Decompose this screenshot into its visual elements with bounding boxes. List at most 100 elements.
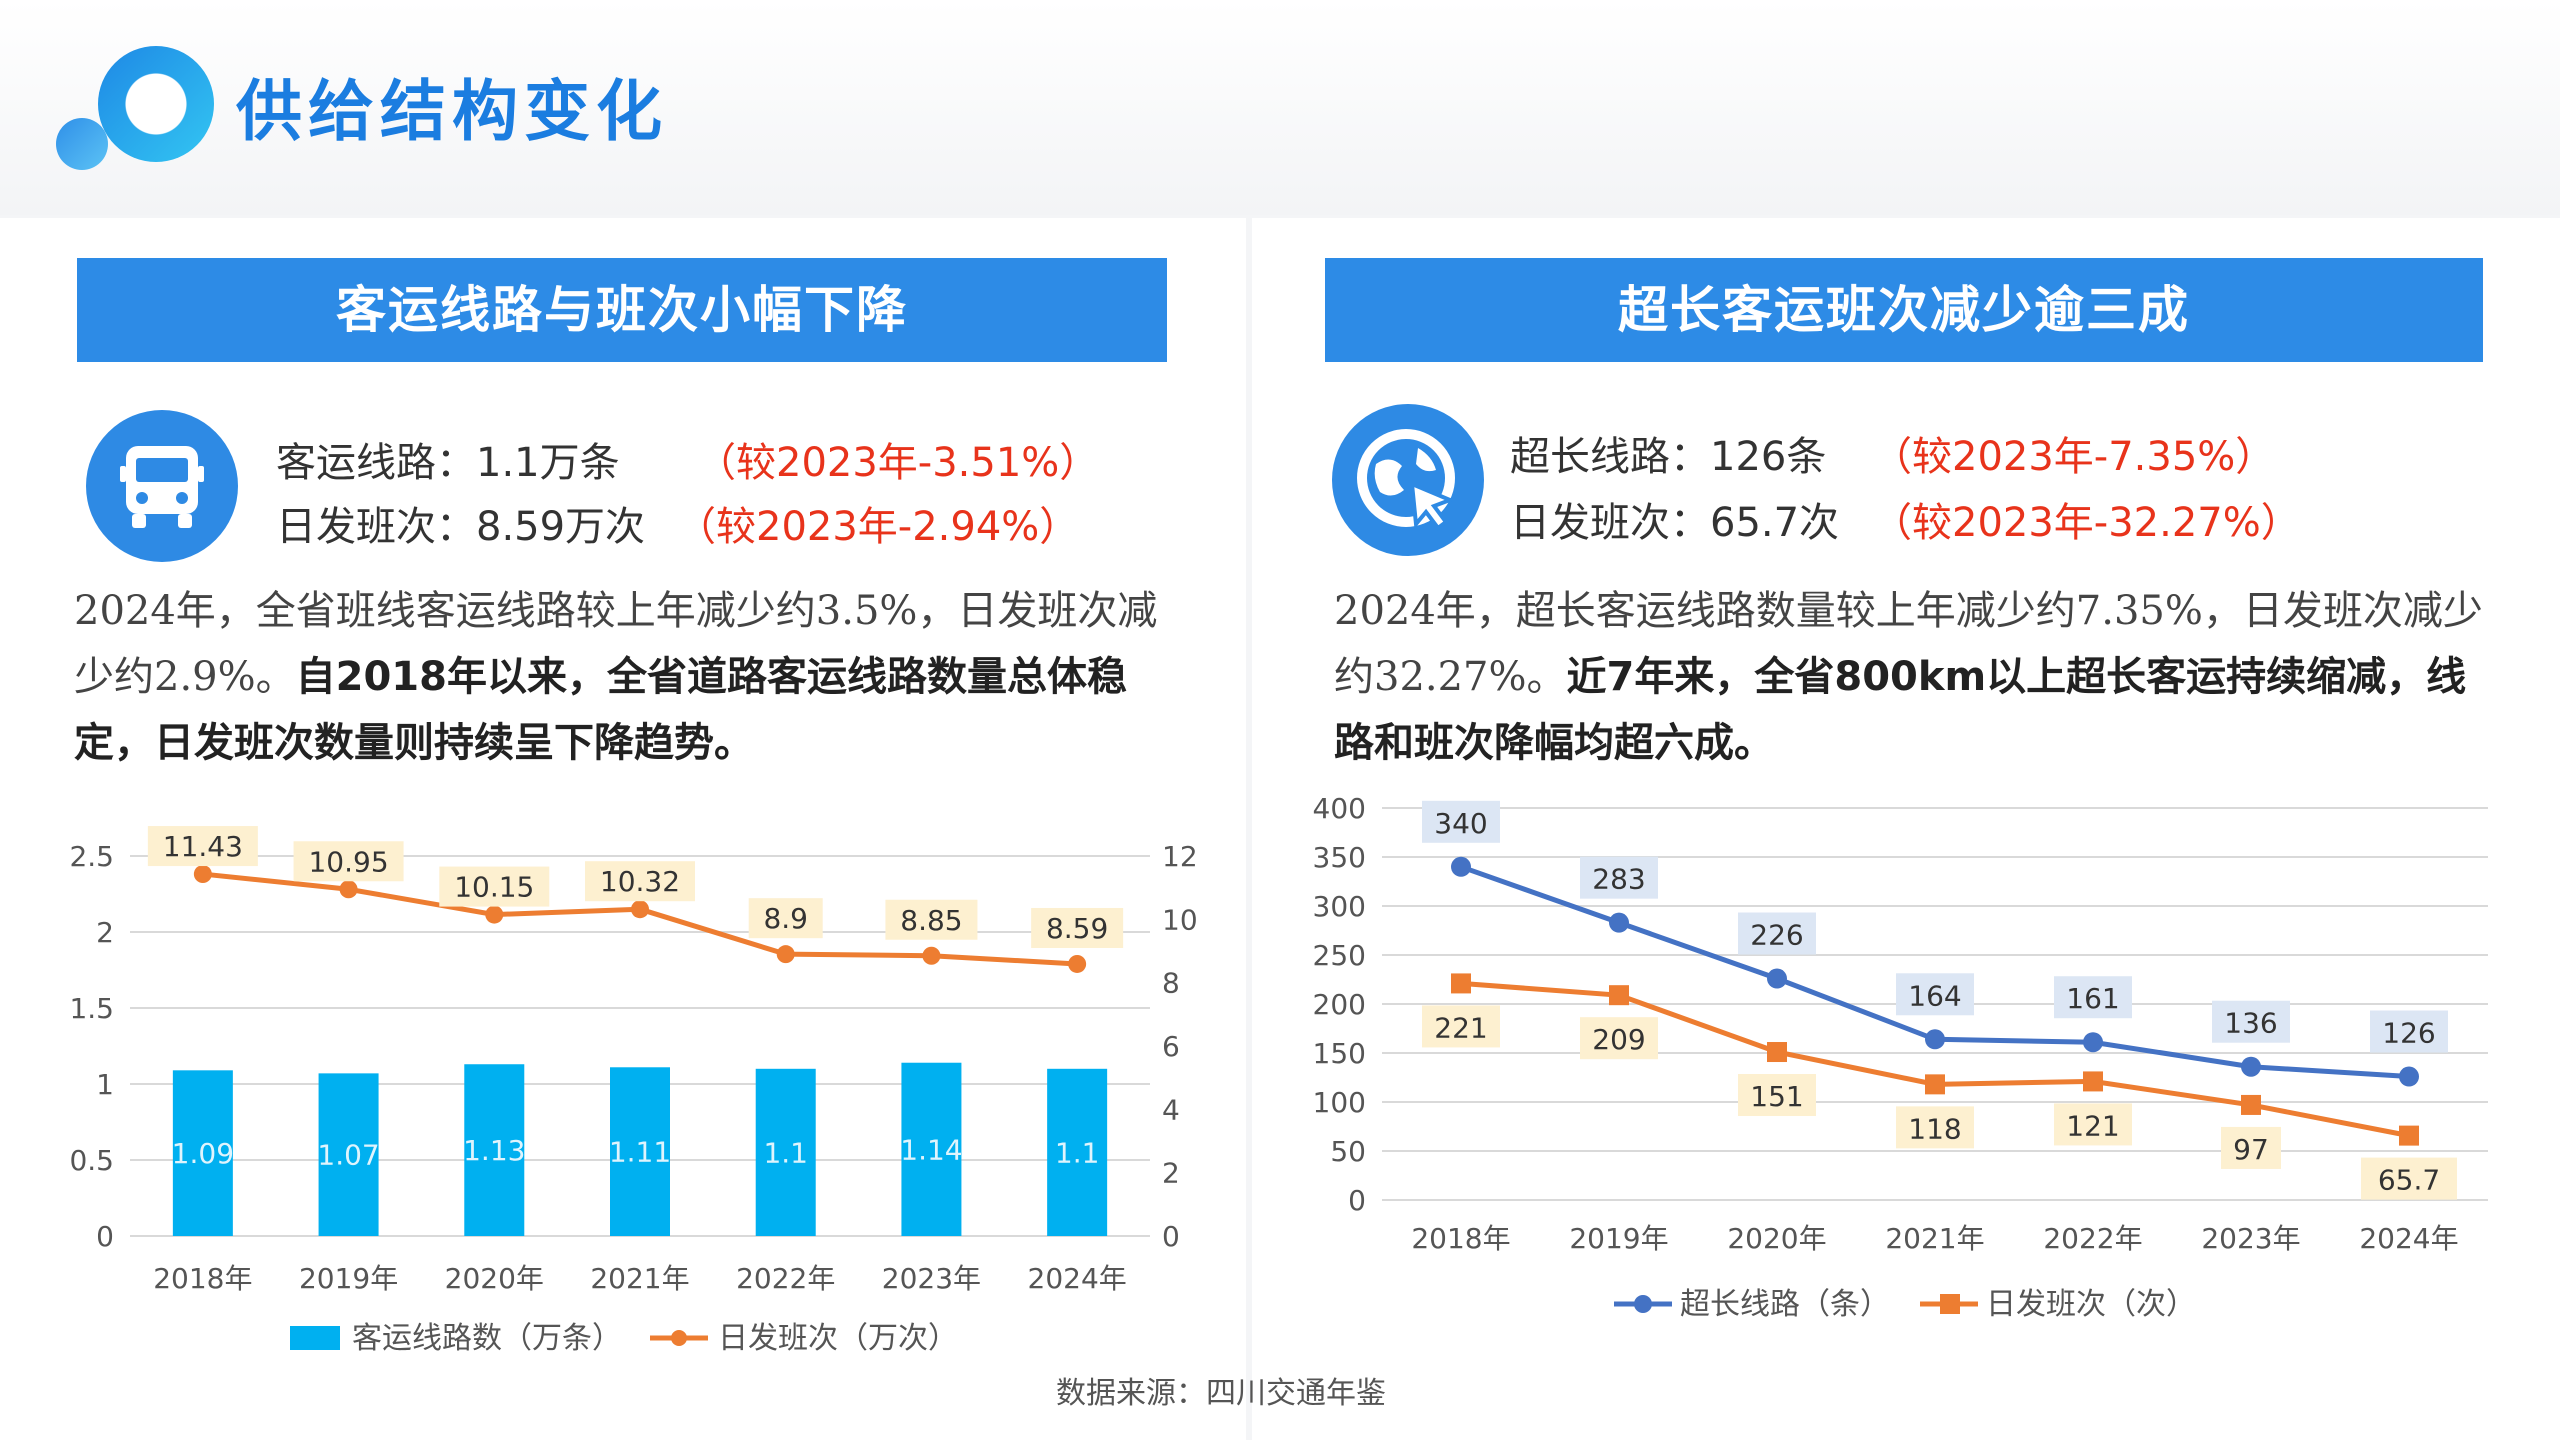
bar <box>610 1067 670 1236</box>
y-tick-label: 100 <box>1313 1086 1366 1119</box>
left-desc-bold: 自2018年以来，全省道路客运线路数量总体稳定，日发班次数量则持续呈下降趋势。 <box>74 654 1127 766</box>
line-point-square <box>1767 1042 1787 1063</box>
left-stat1-label: 客运线路：1.1万条 <box>276 440 620 486</box>
bar-data-label: 1.1 <box>763 1136 808 1169</box>
legend-line-marker <box>671 1330 687 1346</box>
y-tick-label: 400 <box>1313 792 1366 825</box>
line-label-bg <box>1580 1017 1658 1060</box>
x-tick-label: 2021年 <box>1885 1222 1984 1255</box>
legend-bar-swatch <box>290 1326 340 1350</box>
header: 供给结构变化 <box>0 0 2560 215</box>
line-data-label: 121 <box>2066 1109 2119 1142</box>
y-left-tick-label: 0.5 <box>69 1144 114 1177</box>
line-data-label: 65.7 <box>2378 1164 2440 1197</box>
x-tick-label: 2019年 <box>299 1262 398 1295</box>
left-description: 2024年，全省班线客运线路较上年减少约3.5%，日发班次减少约2.9%。自20… <box>74 578 1184 776</box>
left-banner: 客运线路与班次小幅下降 <box>77 258 1167 362</box>
line-data-label: 8.9 <box>763 902 808 935</box>
y-left-tick-label: 0 <box>96 1220 114 1253</box>
x-tick-label: 2020年 <box>1727 1222 1826 1255</box>
line-data-label: 10.32 <box>600 865 680 898</box>
line-data-label: 340 <box>1434 807 1487 840</box>
bar-data-label: 1.14 <box>900 1133 962 1166</box>
panel-left: 客运线路与班次小幅下降 客运线路：1.1万条 （较2023年-3.51%） 日发… <box>0 218 1246 1440</box>
line-point <box>776 945 795 964</box>
legend-bar-label: 客运线路数（万条） <box>352 1321 622 1356</box>
line-point <box>2083 1032 2103 1053</box>
left-chart: 0 0.5 1 1.5 2 2.5 0 2 4 6 8 10 12 1.09 1.07 1.13 1.11 1.1… <box>69 826 1198 1356</box>
line-point <box>2399 1066 2419 1087</box>
y-tick-label: 50 <box>1330 1135 1366 1168</box>
line-data-label: 8.59 <box>1046 912 1108 945</box>
right-description: 2024年，超长客运线路数量较上年减少约7.35%，日发班次减少约32.27%。… <box>1334 578 2504 776</box>
bar-data-label: 1.09 <box>172 1137 234 1170</box>
line-point-square <box>1451 973 1471 994</box>
line-data-label: 11.43 <box>163 830 243 863</box>
line-point-square <box>2083 1071 2103 1092</box>
line-data-label: 126 <box>2382 1017 2435 1050</box>
x-tick-label: 2021年 <box>590 1262 689 1295</box>
right-stat2-compare: （较2023年-32.27%） <box>1872 500 2301 546</box>
line-label-bg <box>2221 1126 2281 1169</box>
line-point <box>193 865 212 884</box>
line-label-bg <box>1422 800 1500 843</box>
legend-line2-marker <box>1940 1294 1960 1314</box>
y-left-tick-label: 2.5 <box>69 840 114 873</box>
line-label-bg <box>147 826 258 867</box>
line-label-bg <box>748 898 823 939</box>
left-stat2-label: 日发班次：8.59万次 <box>276 504 646 550</box>
line-data-label: 136 <box>2224 1007 2277 1040</box>
line-point-square <box>1609 985 1629 1006</box>
y-right-tick-label: 2 <box>1162 1157 1180 1190</box>
y-left-tick-label: 1 <box>96 1068 114 1101</box>
line-label-bg <box>1738 912 1816 955</box>
y-tick-label: 300 <box>1313 890 1366 923</box>
line-data-label: 283 <box>1592 863 1645 896</box>
line-point <box>631 900 649 919</box>
line-point <box>1609 912 1629 933</box>
y-tick-label: 150 <box>1313 1037 1366 1070</box>
bar-data-label: 1.11 <box>609 1136 671 1169</box>
y-right-tick-label: 6 <box>1162 1030 1180 1063</box>
line-point-square <box>1925 1074 1945 1095</box>
line-label-bg <box>439 866 550 907</box>
left-stat2-compare: （较2023年-2.94%） <box>676 504 1080 550</box>
y-right-tick-label: 0 <box>1162 1220 1180 1253</box>
x-tick-label: 2022年 <box>2043 1222 2142 1255</box>
x-tick-label: 2018年 <box>1411 1222 1510 1255</box>
bus-icon <box>86 410 238 562</box>
x-tick-label: 2018年 <box>153 1262 252 1295</box>
y-tick-label: 0 <box>1348 1184 1366 1217</box>
legend-line1-marker <box>1634 1295 1652 1313</box>
right-stat1-compare: （较2023年-7.35%） <box>1872 434 2276 480</box>
right-chart: 0 50 100 150 200 250 300 350 400 340 283 226 164 161 1… <box>1313 792 2488 1322</box>
bar-data-label: 1.13 <box>463 1134 525 1167</box>
left-stat1-compare: （较2023年-3.51%） <box>696 440 1100 486</box>
y-left-tick-label: 2 <box>96 916 114 949</box>
line-label-bg <box>1896 973 1974 1016</box>
line-label-bg <box>1738 1074 1816 1117</box>
line-label-bg <box>885 899 978 940</box>
bar <box>1047 1068 1108 1236</box>
bar <box>172 1070 233 1236</box>
bar <box>464 1064 525 1236</box>
line-label-bg <box>2370 1010 2448 1053</box>
line-data-label: 10.95 <box>308 845 388 878</box>
globe-cursor-icon <box>1332 404 1484 556</box>
y-right-tick-label: 10 <box>1162 903 1198 936</box>
bar-data-label: 1.1 <box>1055 1136 1100 1169</box>
bar <box>318 1073 379 1236</box>
y-left-tick-label: 1.5 <box>69 992 114 1025</box>
right-stat-line-1: 超长线路：126条 （较2023年-7.35%） <box>1510 424 2275 482</box>
right-stat2-label: 日发班次：65.7次 <box>1510 500 1840 546</box>
bar-data-label: 1.07 <box>317 1139 379 1172</box>
line-point <box>2241 1056 2261 1077</box>
x-tick-label: 2024年 <box>2359 1222 2458 1255</box>
line-label-bg <box>2361 1157 2457 1200</box>
line-label-bg <box>1580 856 1658 899</box>
line-label-bg <box>585 861 695 902</box>
panel-right: 超长客运班次减少逾三成 超长线路：126条 （较2023年-7.35%） 日发班… <box>1252 218 2560 1440</box>
line-data-label: 226 <box>1750 919 1803 952</box>
y-right-tick-label: 12 <box>1162 840 1198 873</box>
line-data-label: 221 <box>1434 1011 1487 1044</box>
